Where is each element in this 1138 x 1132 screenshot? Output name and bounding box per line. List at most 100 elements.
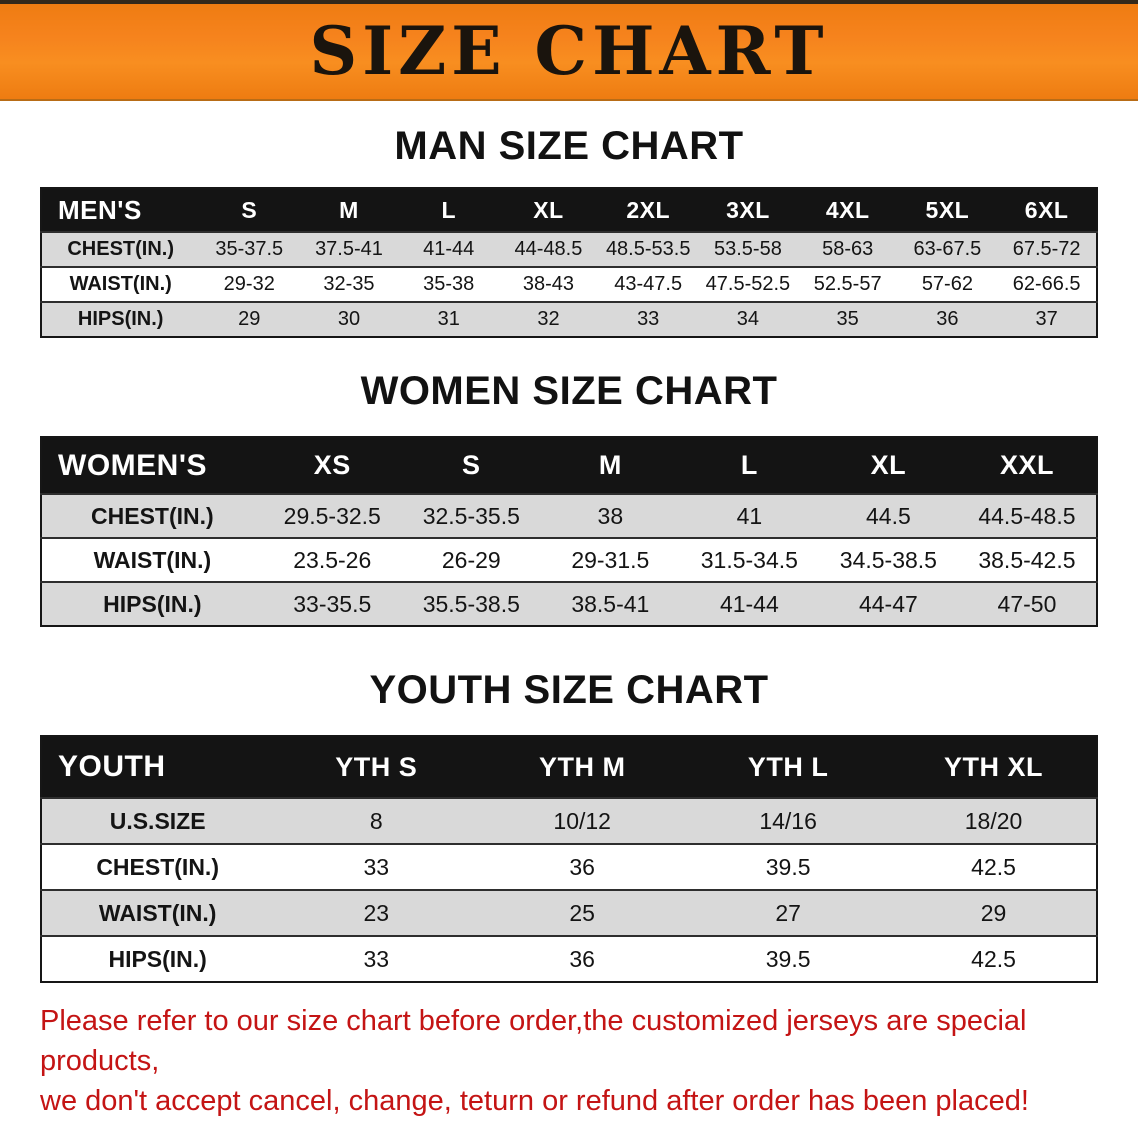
table-header-row: MEN'S S M L XL 2XL 3XL 4XL 5XL 6XL bbox=[41, 188, 1097, 232]
men-section-heading: MAN SIZE CHART bbox=[394, 124, 744, 168]
measurement-cell: 29 bbox=[238, 308, 261, 330]
measurement-cell: 38.5-42.5 bbox=[978, 546, 1076, 573]
table-body: CHEST(IN.) 35-37.5 37.5-41 41-44 44-48.5 48.5… bbox=[41, 232, 1097, 337]
table-row: CHEST(IN.) 35-37.5 37.5-41 41-44 44-48.5 48.5… bbox=[41, 232, 1097, 267]
measurement-cell: 34 bbox=[736, 308, 760, 330]
measurement-cell: 31 bbox=[437, 308, 460, 330]
measurement-cell: 14/16 bbox=[759, 807, 817, 834]
size-column-header: XS bbox=[262, 437, 402, 494]
measurement-cell: 41-44 bbox=[423, 238, 475, 260]
measurement-cell: 23 bbox=[363, 899, 390, 926]
measurement-cell: 33 bbox=[637, 308, 660, 330]
measurement-cell: 29.5-32.5 bbox=[283, 502, 381, 529]
banner: SIZE CHART bbox=[0, 0, 1138, 101]
youth-section-heading: YOUTH SIZE CHART bbox=[369, 668, 769, 712]
table-row: CHEST(IN.) 33 36 39.5 42.5 bbox=[41, 844, 1097, 890]
measurement-cell: 30 bbox=[337, 308, 361, 330]
size-column-header: 2XL bbox=[598, 188, 699, 232]
table-row: HIPS(IN.) 33 36 39.5 42.5 bbox=[41, 936, 1097, 982]
table-row: WAIST(IN.) 23.5-26 26-29 29-31.5 31.5-34.5 34… bbox=[41, 538, 1097, 582]
measurement-cell: 31.5-34.5 bbox=[700, 546, 798, 573]
measurement-cell: 63-67.5 bbox=[913, 238, 982, 260]
measurement-cell: 44.5 bbox=[866, 502, 911, 529]
measurement-cell: 67.5-72 bbox=[1012, 238, 1081, 260]
measurement-cell: 37.5-41 bbox=[315, 238, 383, 260]
size-column-header: M bbox=[299, 188, 399, 232]
measurement-cell: 47.5-52.5 bbox=[705, 273, 791, 295]
size-column-header: XXL bbox=[957, 437, 1097, 494]
measurement-cell: 44.5-48.5 bbox=[978, 502, 1076, 529]
measurement-cell: 32 bbox=[537, 308, 560, 330]
measurement-cell: 43-47.5 bbox=[614, 273, 683, 295]
measurement-cell: 38.5-41 bbox=[571, 590, 650, 617]
measurement-cell: 8 bbox=[369, 807, 383, 834]
measurement-cell: 41-44 bbox=[719, 590, 779, 617]
size-column-header: XL bbox=[498, 188, 599, 232]
measurement-cell: 36 bbox=[569, 945, 595, 972]
size-column-header: M bbox=[540, 437, 680, 494]
size-column-header: YTH S bbox=[273, 736, 480, 798]
measurement-cell: 37 bbox=[1035, 308, 1058, 330]
size-column-header: 4XL bbox=[797, 188, 898, 232]
row-label-cell: WAIST(IN.) bbox=[69, 273, 172, 295]
table-row: U.S.SIZE 8 10/12 14/16 18/20 bbox=[41, 798, 1097, 844]
measurement-cell: 33 bbox=[363, 945, 390, 972]
table-header-row: WOMEN'S XS S M L XL XXL bbox=[41, 437, 1097, 494]
measurement-cell: 44-48.5 bbox=[514, 238, 583, 260]
row-label-cell: HIPS(IN.) bbox=[77, 308, 164, 330]
measurement-cell: 42.5 bbox=[971, 945, 1016, 972]
measurement-cell: 38 bbox=[597, 502, 624, 529]
size-column-header: L bbox=[398, 188, 499, 232]
measurement-cell: 36 bbox=[936, 308, 959, 330]
table-title-cell: YOUTH bbox=[41, 736, 274, 798]
measurement-cell: 57-62 bbox=[921, 273, 973, 295]
disclaimer-line-1: Please refer to our size chart before or… bbox=[40, 1005, 1027, 1078]
measurement-cell: 48.5-53.5 bbox=[605, 238, 691, 260]
table-row: HIPS(IN.) 29 30 31 32 33 34 35 36 37 bbox=[41, 302, 1097, 337]
row-label-cell: HIPS(IN.) bbox=[103, 590, 202, 617]
women-size-section: WOMEN SIZE CHART WOMEN'S XS S M L XL XXL CHEST(… bbox=[0, 368, 1138, 627]
table-head: WOMEN'S XS S M L XL XXL bbox=[41, 437, 1097, 494]
measurement-cell: 39.5 bbox=[765, 853, 811, 880]
measurement-cell: 26-29 bbox=[441, 546, 501, 573]
measurement-cell: 23.5-26 bbox=[293, 546, 372, 573]
youth-size-table: YOUTH YTH S YTH M YTH L YTH XL U.S.SIZE 8 10/12… bbox=[40, 735, 1098, 983]
measurement-cell: 25 bbox=[569, 899, 595, 926]
disclaimer: Please refer to our size chart before or… bbox=[0, 1001, 1138, 1121]
size-column-header: L bbox=[679, 437, 819, 494]
men-size-table: MEN'S S M L XL 2XL 3XL 4XL 5XL 6XL CHEST(IN.) 35-37… bbox=[40, 187, 1098, 338]
measurement-cell: 47-50 bbox=[997, 590, 1057, 617]
women-size-table: WOMEN'S XS S M L XL XXL CHEST(IN.) 29.5-32.5 32.5… bbox=[40, 436, 1098, 627]
measurement-cell: 39.5 bbox=[765, 945, 811, 972]
measurement-cell: 42.5 bbox=[971, 853, 1016, 880]
measurement-cell: 32.5-35.5 bbox=[422, 502, 520, 529]
measurement-cell: 18/20 bbox=[964, 807, 1023, 834]
size-column-header: YTH XL bbox=[891, 736, 1097, 798]
banner-title: SIZE CHART bbox=[309, 11, 829, 90]
measurement-cell: 35-38 bbox=[423, 273, 475, 295]
youth-size-section: YOUTH SIZE CHART YOUTH YTH S YTH M YTH L YTH… bbox=[0, 667, 1138, 983]
row-label-cell: WAIST(IN.) bbox=[98, 899, 217, 926]
row-label-cell: CHEST(IN.) bbox=[91, 502, 214, 529]
table-row: WAIST(IN.) 23 25 27 29 bbox=[41, 890, 1097, 936]
row-label-cell: HIPS(IN.) bbox=[108, 945, 207, 972]
measurement-cell: 52.5-57 bbox=[813, 273, 882, 295]
table-row: CHEST(IN.) 29.5-32.5 32.5-35.5 38 41 44.5 44.5… bbox=[41, 494, 1097, 538]
measurement-cell: 35 bbox=[836, 308, 859, 330]
size-column-header: YTH L bbox=[685, 736, 892, 798]
table-title-cell: WOMEN'S bbox=[41, 437, 263, 494]
size-column-header: YTH M bbox=[479, 736, 686, 798]
table-row: WAIST(IN.) 29-32 32-35 35-38 38-43 43-47.5 47.… bbox=[41, 267, 1097, 302]
row-label-cell: CHEST(IN.) bbox=[67, 238, 175, 260]
measurement-cell: 44-47 bbox=[858, 590, 918, 617]
measurement-cell: 32-35 bbox=[323, 273, 375, 295]
size-column-header: S bbox=[199, 188, 300, 232]
table-title-cell: MEN'S bbox=[41, 188, 200, 232]
size-column-header: 6XL bbox=[997, 188, 1097, 232]
size-charts: MAN SIZE CHART MEN'S S M L XL 2XL 3XL 4XL 5XL 6XL… bbox=[0, 123, 1138, 983]
table-head: YOUTH YTH S YTH M YTH L YTH XL bbox=[41, 736, 1097, 798]
measurement-cell: 35.5-38.5 bbox=[422, 590, 520, 617]
size-column-header: 3XL bbox=[698, 188, 798, 232]
measurement-cell: 29 bbox=[980, 899, 1007, 926]
